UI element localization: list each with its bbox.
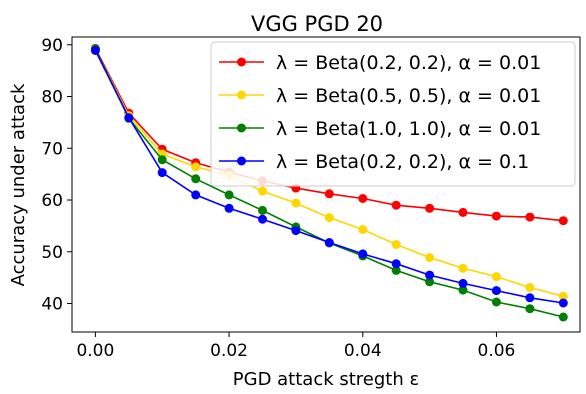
series-2-point [258,186,267,196]
series-3-point [157,155,167,165]
series-3-point [191,174,201,184]
y-tick-label: 60 [41,191,63,211]
series-1-point [425,203,435,213]
series-4-point [157,168,167,178]
y-tick-label: 70 [41,139,63,159]
y-tick-label: 50 [41,243,63,263]
series-1-point [525,212,535,222]
series-4-point [525,293,535,303]
legend-marker [237,57,246,67]
series-1-point [491,211,501,221]
series-2-point [491,272,501,282]
series-1-point [458,207,468,217]
plot-frame [71,36,581,333]
x-axis-label: PGD attack stregth ε [233,369,419,390]
series-3-point [558,312,568,322]
legend-box [210,41,576,187]
chart-title: VGG PGD 20 [251,12,383,36]
series-1-point [391,200,401,210]
legend: λ = Beta(0.2, 0.2), α = 0.01 λ = Beta(0.5… [210,41,576,187]
series-2-point [525,283,535,292]
y-axis-label: Accuracy under attack [8,83,29,286]
series-4-point [391,259,401,269]
series-4-point [224,203,234,213]
series-3-point [491,297,501,307]
legend-label: λ = Beta(0.2, 0.2), α = 0.01 [276,52,541,74]
series-3-point [525,304,535,314]
series-2-point [425,253,435,262]
series-3-point [425,277,435,287]
legend-marker [237,123,246,133]
series-4-point [324,238,334,247]
x-tick-label: 0.06 [478,341,516,361]
series-1-point [558,216,568,226]
series-4-point [425,270,435,280]
series-2-point [458,263,468,273]
y-tick-label: 90 [41,36,63,56]
x-tick-label: 0.04 [344,341,382,361]
series-2-point [358,225,368,234]
legend-label: λ = Beta(1.0, 1.0), α = 0.01 [276,118,541,140]
series-1-point [324,189,334,199]
axis-ticks: 0.00 0.02 0.04 0.06 40 50 60 70 80 90 [41,36,515,361]
legend-label: λ = Beta(0.5, 0.5), α = 0.01 [276,85,541,107]
series-4-point [458,278,468,288]
series-3-point [391,265,401,275]
series-4-point [90,46,100,55]
x-tick-label: 0.00 [76,341,114,361]
series-4-point [491,286,501,296]
series-4-point [191,190,201,200]
series-4-point [124,113,134,123]
series-2-point [191,162,201,172]
series-3-point [458,285,468,295]
series-2-point [391,240,401,249]
legend-marker [237,90,246,100]
series-4-point [558,298,568,308]
y-tick-label: 40 [41,295,63,315]
series-2-point [291,198,301,208]
series-4-point [358,249,368,259]
series-1-point [358,194,368,203]
series-2-point [324,213,334,223]
series-4-point [258,214,267,224]
x-tick-label: 0.02 [210,341,248,361]
y-tick-label: 80 [41,88,63,108]
series-3-point [258,205,267,215]
series-4-point [291,226,301,236]
x-axis-label-text: PGD attack stregth ε [233,369,419,390]
legend-marker [237,156,246,166]
legend-label: λ = Beta(0.2, 0.2), α = 0.1 [276,151,529,173]
series-2-point [558,291,568,301]
series-3-point [224,190,234,200]
